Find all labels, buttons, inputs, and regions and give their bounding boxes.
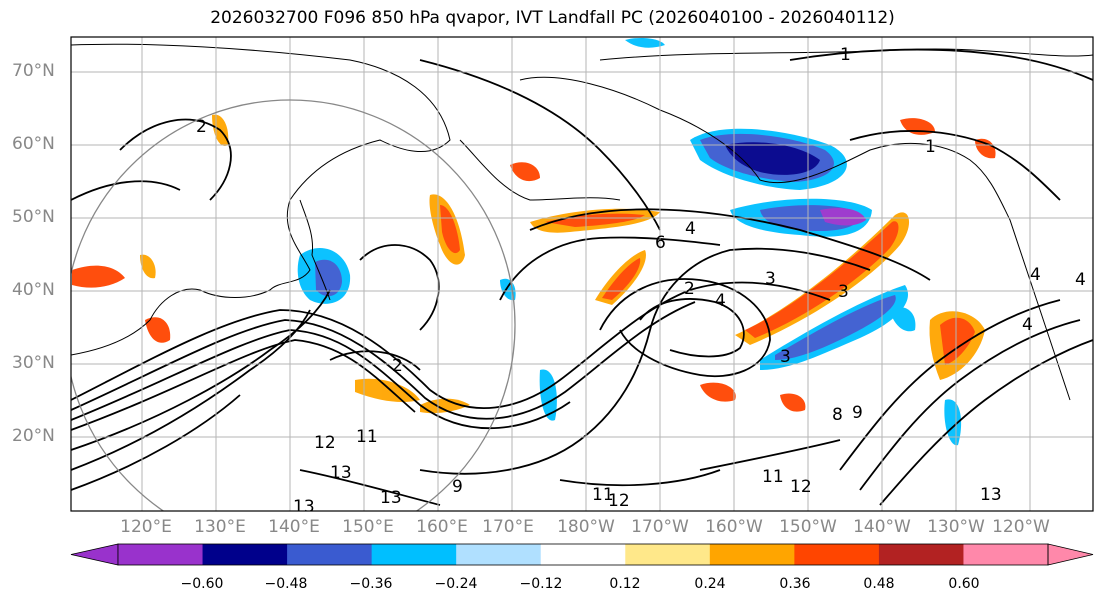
contour-label: 4 bbox=[1075, 270, 1086, 290]
colorbar-tick: 0.12 bbox=[609, 576, 641, 592]
contour-label: 9 bbox=[452, 477, 463, 497]
lon-label: 140°W bbox=[853, 517, 911, 537]
lon-label: 120°E bbox=[120, 517, 172, 537]
lon-label: 150°W bbox=[779, 517, 837, 537]
contour-label-group: 1 1 2 6 4 2 4 3 3 2 3 13 12 11 13 13 11 … bbox=[196, 45, 1086, 517]
colorbar-extend-low bbox=[70, 543, 119, 566]
lat-label: 70°N bbox=[12, 61, 55, 81]
contour-label: 8 bbox=[832, 405, 843, 425]
contour-label: 3 bbox=[838, 282, 849, 302]
lon-label: 130°E bbox=[194, 517, 246, 537]
colorbar-tick: −0.36 bbox=[349, 576, 393, 592]
contour-label: 4 bbox=[715, 291, 726, 311]
colorbar-extend-high bbox=[1047, 543, 1094, 566]
colorbar-segment bbox=[202, 544, 288, 565]
contour-lines bbox=[71, 48, 1093, 506]
contour-label: 1 bbox=[840, 45, 851, 65]
contour-label: 12 bbox=[790, 477, 812, 497]
lon-label: 170°W bbox=[631, 517, 689, 537]
contour-label: 6 bbox=[655, 233, 666, 253]
contour-label: 9 bbox=[852, 403, 863, 423]
colorbar-segment bbox=[456, 544, 542, 565]
contour-label: 3 bbox=[780, 347, 791, 367]
colorbar-segment bbox=[625, 544, 711, 565]
lat-label: 60°N bbox=[12, 134, 55, 154]
colorbar-tick: −0.12 bbox=[519, 576, 563, 592]
colorbar-segment bbox=[709, 544, 795, 565]
colorbar-tick: 0.48 bbox=[863, 576, 895, 592]
contour-label: 12 bbox=[608, 491, 630, 511]
lon-label: 150°E bbox=[342, 517, 394, 537]
contour-label: 11 bbox=[356, 427, 378, 447]
colorbar-tick: −0.24 bbox=[434, 576, 478, 592]
colorbar-segment bbox=[540, 544, 626, 565]
lon-label: 140°E bbox=[268, 517, 320, 537]
contour-label: 4 bbox=[1030, 265, 1041, 285]
colorbar-tick: −0.60 bbox=[180, 576, 224, 592]
contour-label: 4 bbox=[1022, 315, 1033, 335]
contour-label: 13 bbox=[380, 488, 402, 508]
map-title: 2026032700 F096 850 hPa qvapor, IVT Land… bbox=[210, 8, 895, 28]
contour-label: 13 bbox=[330, 463, 352, 483]
colorbar-segment bbox=[794, 544, 880, 565]
colorbar-tick: 0.60 bbox=[948, 576, 980, 592]
colorbar-segment bbox=[371, 544, 457, 565]
colorbar-frame bbox=[117, 543, 1049, 566]
contour-label: 13 bbox=[980, 485, 1002, 505]
contour-label: 3 bbox=[765, 269, 776, 289]
map-plot-area: 1 1 2 6 4 2 4 3 3 2 3 13 12 11 13 13 11 … bbox=[71, 37, 1093, 517]
map-frame bbox=[70, 36, 1094, 512]
lat-label: 20°N bbox=[12, 426, 55, 446]
lat-label: 50°N bbox=[12, 207, 55, 227]
region-circle bbox=[71, 99, 516, 511]
colorbar-segment bbox=[878, 544, 964, 565]
gridlines bbox=[71, 37, 1093, 511]
colorbar-tick: 0.36 bbox=[779, 576, 811, 592]
lon-label: 120°W bbox=[992, 517, 1050, 537]
colorbar-tick: −0.48 bbox=[264, 576, 308, 592]
lon-label: 170°E bbox=[482, 517, 534, 537]
colorbar-segment bbox=[287, 544, 373, 565]
lat-label: 40°N bbox=[12, 280, 55, 300]
lon-label: 160°E bbox=[416, 517, 468, 537]
lon-label: 160°W bbox=[705, 517, 763, 537]
contour-label: 4 bbox=[685, 219, 696, 239]
contour-label: 2 bbox=[684, 279, 695, 299]
contour-label: 11 bbox=[592, 485, 614, 505]
colorbar bbox=[70, 543, 1094, 566]
colorbar-segment bbox=[963, 544, 1049, 565]
colorbar-segment bbox=[118, 544, 204, 565]
lon-label: 180°W bbox=[557, 517, 615, 537]
colorbar-tick: 0.24 bbox=[694, 576, 726, 592]
contour-label: 12 bbox=[314, 433, 336, 453]
contour-label: 1 bbox=[925, 137, 936, 157]
lat-label: 30°N bbox=[12, 353, 55, 373]
contour-label: 13 bbox=[293, 497, 315, 517]
lon-label: 130°W bbox=[927, 517, 985, 537]
contour-label: 2 bbox=[196, 117, 207, 137]
contour-label: 2 bbox=[392, 356, 403, 376]
contour-label: 11 bbox=[762, 467, 784, 487]
